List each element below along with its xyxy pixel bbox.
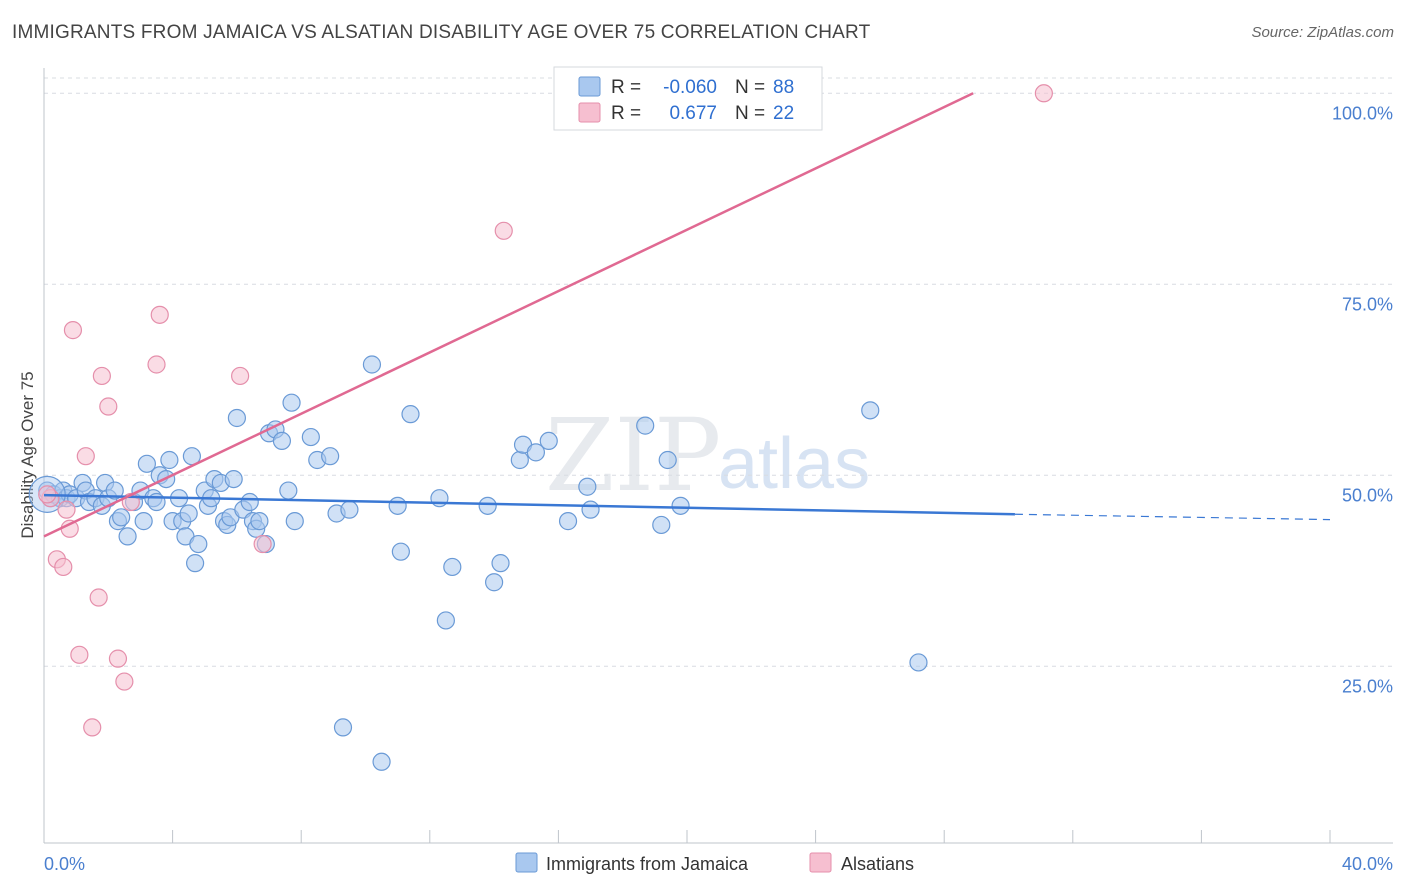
trend-line-jamaica	[43, 493, 1015, 516]
point-jamaica	[861, 401, 880, 420]
point-alsatians	[92, 366, 111, 386]
point-jamaica	[436, 611, 455, 630]
y-axis-label: Disability Age Over 75	[18, 371, 37, 538]
point-jamaica	[491, 554, 510, 573]
point-jamaica	[189, 534, 208, 554]
y-tick-label-100: 100.0%	[1332, 103, 1393, 123]
point-jamaica	[301, 427, 320, 447]
point-jamaica	[578, 477, 597, 496]
watermark-zip: ZIP	[545, 397, 721, 514]
point-jamaica	[250, 512, 269, 531]
legend-n-value-2: 22	[773, 103, 794, 124]
series-alsatians-points	[38, 84, 1053, 737]
trend-line-jamaica-extension	[1014, 513, 1331, 521]
legend-r-label-1: R =	[611, 77, 641, 98]
legend-item-alsatians-swatch	[809, 852, 832, 873]
legend-n-value-1: 88	[773, 77, 794, 98]
point-alsatians	[253, 534, 272, 554]
y-tick-labels: 25.0% 50.0% 75.0% 100.0%	[1332, 103, 1393, 696]
y-tick-label-75: 75.0%	[1342, 294, 1393, 314]
x-tick-label-min: 0.0%	[44, 854, 85, 874]
point-jamaica	[240, 492, 259, 512]
point-jamaica	[333, 718, 353, 737]
point-alsatians	[57, 500, 76, 519]
point-jamaica	[478, 496, 497, 515]
legend-item-jamaica-label: Immigrants from Jamaica	[546, 854, 749, 874]
legend-swatch-pink	[578, 102, 601, 123]
point-alsatians	[70, 645, 89, 664]
legend-item-jamaica-swatch	[515, 852, 538, 873]
watermark: ZIP atlas	[545, 397, 870, 514]
point-alsatians	[115, 672, 134, 691]
watermark-atlas: atlas	[718, 424, 870, 504]
point-jamaica	[636, 416, 655, 435]
point-jamaica	[340, 500, 359, 519]
point-jamaica	[658, 450, 677, 470]
point-jamaica	[186, 554, 205, 573]
point-jamaica	[282, 393, 301, 412]
point-alsatians	[63, 321, 83, 340]
point-alsatians	[147, 355, 166, 374]
point-jamaica	[526, 443, 545, 462]
point-jamaica	[652, 515, 671, 535]
trend-lines	[43, 92, 1331, 538]
point-jamaica	[362, 355, 382, 374]
point-jamaica	[321, 447, 340, 466]
point-alsatians	[231, 366, 250, 386]
point-jamaica	[279, 481, 298, 500]
legend-r-value-2: 0.677	[669, 103, 717, 124]
point-jamaica	[401, 405, 420, 424]
point-jamaica	[118, 527, 137, 546]
point-alsatians	[83, 718, 102, 737]
point-jamaica	[372, 752, 391, 771]
point-jamaica	[137, 454, 156, 473]
chart-title: IMMIGRANTS FROM JAMAICA VS ALSATIAN DISA…	[12, 22, 871, 43]
point-jamaica	[160, 450, 179, 470]
legend-n-label-2: N =	[735, 103, 765, 124]
trend-line-alsatians	[43, 92, 974, 538]
point-alsatians	[494, 221, 513, 240]
point-jamaica	[909, 653, 928, 672]
point-jamaica	[179, 504, 198, 523]
legend-r-label-2: R =	[611, 103, 641, 124]
point-jamaica	[558, 512, 578, 531]
series-jamaica-points	[28, 355, 928, 771]
point-jamaica	[539, 431, 558, 450]
point-alsatians	[99, 397, 118, 416]
point-jamaica	[224, 470, 243, 489]
point-alsatians	[54, 557, 73, 577]
point-alsatians	[89, 588, 108, 607]
legend-item-alsatians-label: Alsatians	[841, 854, 914, 874]
point-jamaica	[227, 408, 246, 428]
point-jamaica	[388, 496, 407, 515]
point-jamaica	[134, 512, 153, 531]
point-jamaica	[391, 542, 410, 561]
point-jamaica	[285, 512, 304, 531]
point-jamaica	[510, 450, 529, 470]
series-legend: Immigrants from Jamaica Alsatians	[515, 852, 914, 874]
source-credit: Source: ZipAtlas.com	[1251, 24, 1394, 41]
x-tick-label-max: 40.0%	[1342, 854, 1393, 874]
y-tick-label-25: 25.0%	[1342, 676, 1393, 696]
legend-r-value-1: -0.060	[663, 77, 717, 98]
point-alsatians	[76, 447, 95, 466]
point-jamaica	[112, 508, 131, 527]
point-jamaica	[581, 500, 600, 519]
point-jamaica	[443, 557, 462, 577]
point-alsatians	[150, 305, 169, 324]
point-jamaica	[105, 481, 124, 500]
y-tick-label-50: 50.0%	[1342, 485, 1393, 505]
point-alsatians	[1034, 84, 1053, 103]
point-jamaica	[671, 496, 690, 515]
point-alsatians	[108, 649, 128, 668]
point-jamaica	[272, 431, 292, 450]
point-jamaica	[485, 573, 504, 592]
correlation-legend: R = -0.060 N = 88 R = 0.677 N = 22	[553, 66, 823, 131]
axes	[43, 68, 1393, 844]
legend-n-label-1: N =	[735, 77, 765, 98]
legend-swatch-blue	[578, 76, 601, 97]
